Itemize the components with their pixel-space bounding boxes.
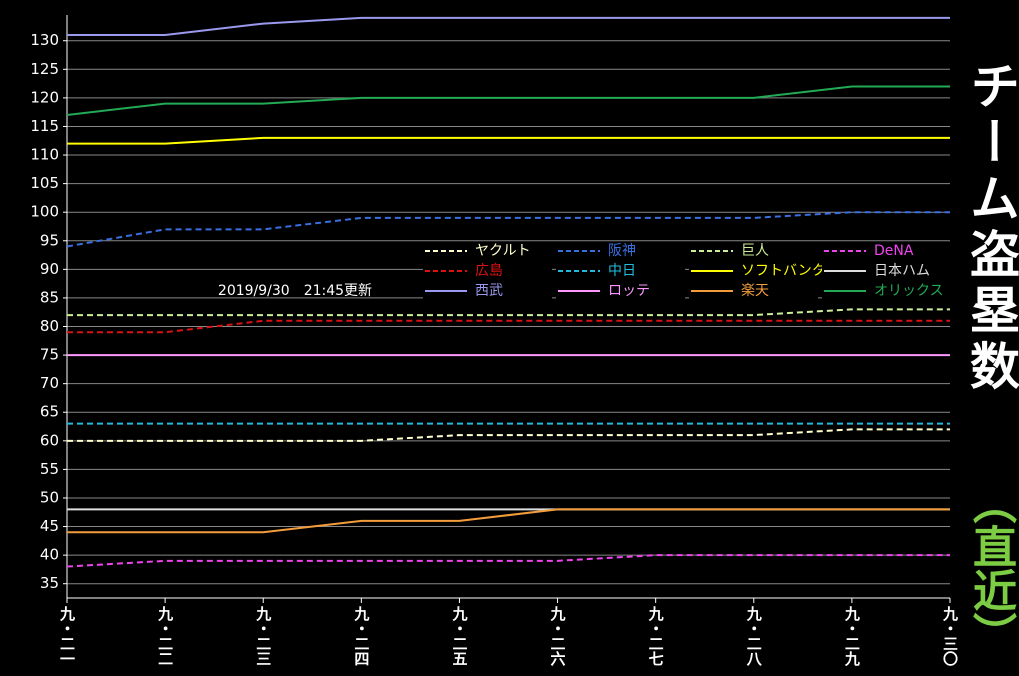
y-tick-label: 105 bbox=[30, 174, 59, 192]
y-tick-label: 90 bbox=[40, 260, 59, 278]
y-tick-label: 95 bbox=[40, 231, 59, 249]
legend-label: オリックス bbox=[874, 283, 944, 299]
line bbox=[66, 85, 950, 117]
y-tick-label: 115 bbox=[30, 117, 59, 135]
x-tick-label: 九・二二 bbox=[156, 605, 174, 666]
y-tick-label: 65 bbox=[40, 403, 59, 421]
legend-bg bbox=[556, 242, 685, 260]
legend-bg bbox=[423, 242, 552, 260]
x-tick-label: 九・二五 bbox=[450, 605, 468, 666]
annotation: 2019/9/30 21:45更新 bbox=[218, 283, 372, 299]
y-tick-label: 85 bbox=[40, 288, 59, 306]
legend-label: 巨人 bbox=[741, 243, 769, 259]
legend-bg bbox=[689, 242, 818, 260]
y-tick-label: 45 bbox=[40, 517, 59, 535]
legend-label: DeNA bbox=[874, 243, 914, 259]
line bbox=[67, 508, 950, 534]
y-tick-label: 50 bbox=[40, 488, 59, 506]
line bbox=[67, 136, 950, 145]
x-tick-label: 九・二一 bbox=[58, 605, 76, 666]
x-tick-label: 九・二四 bbox=[352, 605, 370, 666]
line bbox=[67, 16, 950, 37]
legend-label: ヤクルト bbox=[475, 243, 531, 259]
legend-bg bbox=[556, 282, 685, 300]
legend-bg bbox=[689, 262, 818, 280]
y-tick-label: 60 bbox=[40, 431, 59, 449]
y-tick-label: 70 bbox=[40, 374, 59, 392]
y-tick-label: 110 bbox=[30, 146, 59, 164]
legend-label: 楽天 bbox=[741, 283, 769, 299]
legend-bg bbox=[556, 262, 685, 280]
legend-bg bbox=[822, 282, 951, 300]
legend-label: 中日 bbox=[608, 263, 636, 279]
y-tick-label: 130 bbox=[30, 31, 59, 49]
x-tick-label: 九・二七 bbox=[647, 605, 665, 666]
y-tick-label: 75 bbox=[40, 346, 59, 364]
legend-label: 阪神 bbox=[608, 243, 636, 259]
legend-label: 西武 bbox=[475, 283, 503, 299]
legend-bg bbox=[822, 262, 951, 280]
legend-label: ロッテ bbox=[608, 283, 650, 299]
x-tick-label: 九・二九 bbox=[843, 605, 861, 667]
line bbox=[66, 554, 950, 568]
chart-title: チーム盗塁数 bbox=[962, 60, 1019, 396]
line bbox=[67, 428, 950, 442]
legend-label: ソフトバンク bbox=[741, 263, 826, 279]
line bbox=[67, 308, 950, 317]
y-tick-label: 35 bbox=[40, 574, 59, 592]
chart-subtitle: （直近） bbox=[965, 480, 1016, 656]
y-tick-label: 125 bbox=[30, 60, 59, 78]
x-tick-label: 九・二八 bbox=[745, 605, 763, 667]
y-tick-label: 40 bbox=[40, 546, 59, 564]
x-tick-label: 九・二三 bbox=[254, 605, 272, 666]
legend-bg bbox=[423, 262, 552, 280]
legend-bg bbox=[423, 282, 552, 300]
y-tick-label: 120 bbox=[30, 88, 59, 106]
legend-bg bbox=[822, 242, 951, 260]
legend-bg bbox=[689, 282, 818, 300]
y-tick-label: 80 bbox=[40, 317, 59, 335]
line bbox=[67, 319, 950, 334]
legend-label: 広島 bbox=[475, 263, 503, 279]
x-tick-label: 九・三〇 bbox=[941, 605, 959, 667]
x-tick-label: 九・二六 bbox=[549, 605, 567, 667]
y-tick-label: 55 bbox=[40, 460, 59, 478]
y-tick-label: 100 bbox=[30, 203, 59, 221]
legend-label: 日本ハム bbox=[874, 263, 930, 279]
line bbox=[66, 211, 950, 248]
